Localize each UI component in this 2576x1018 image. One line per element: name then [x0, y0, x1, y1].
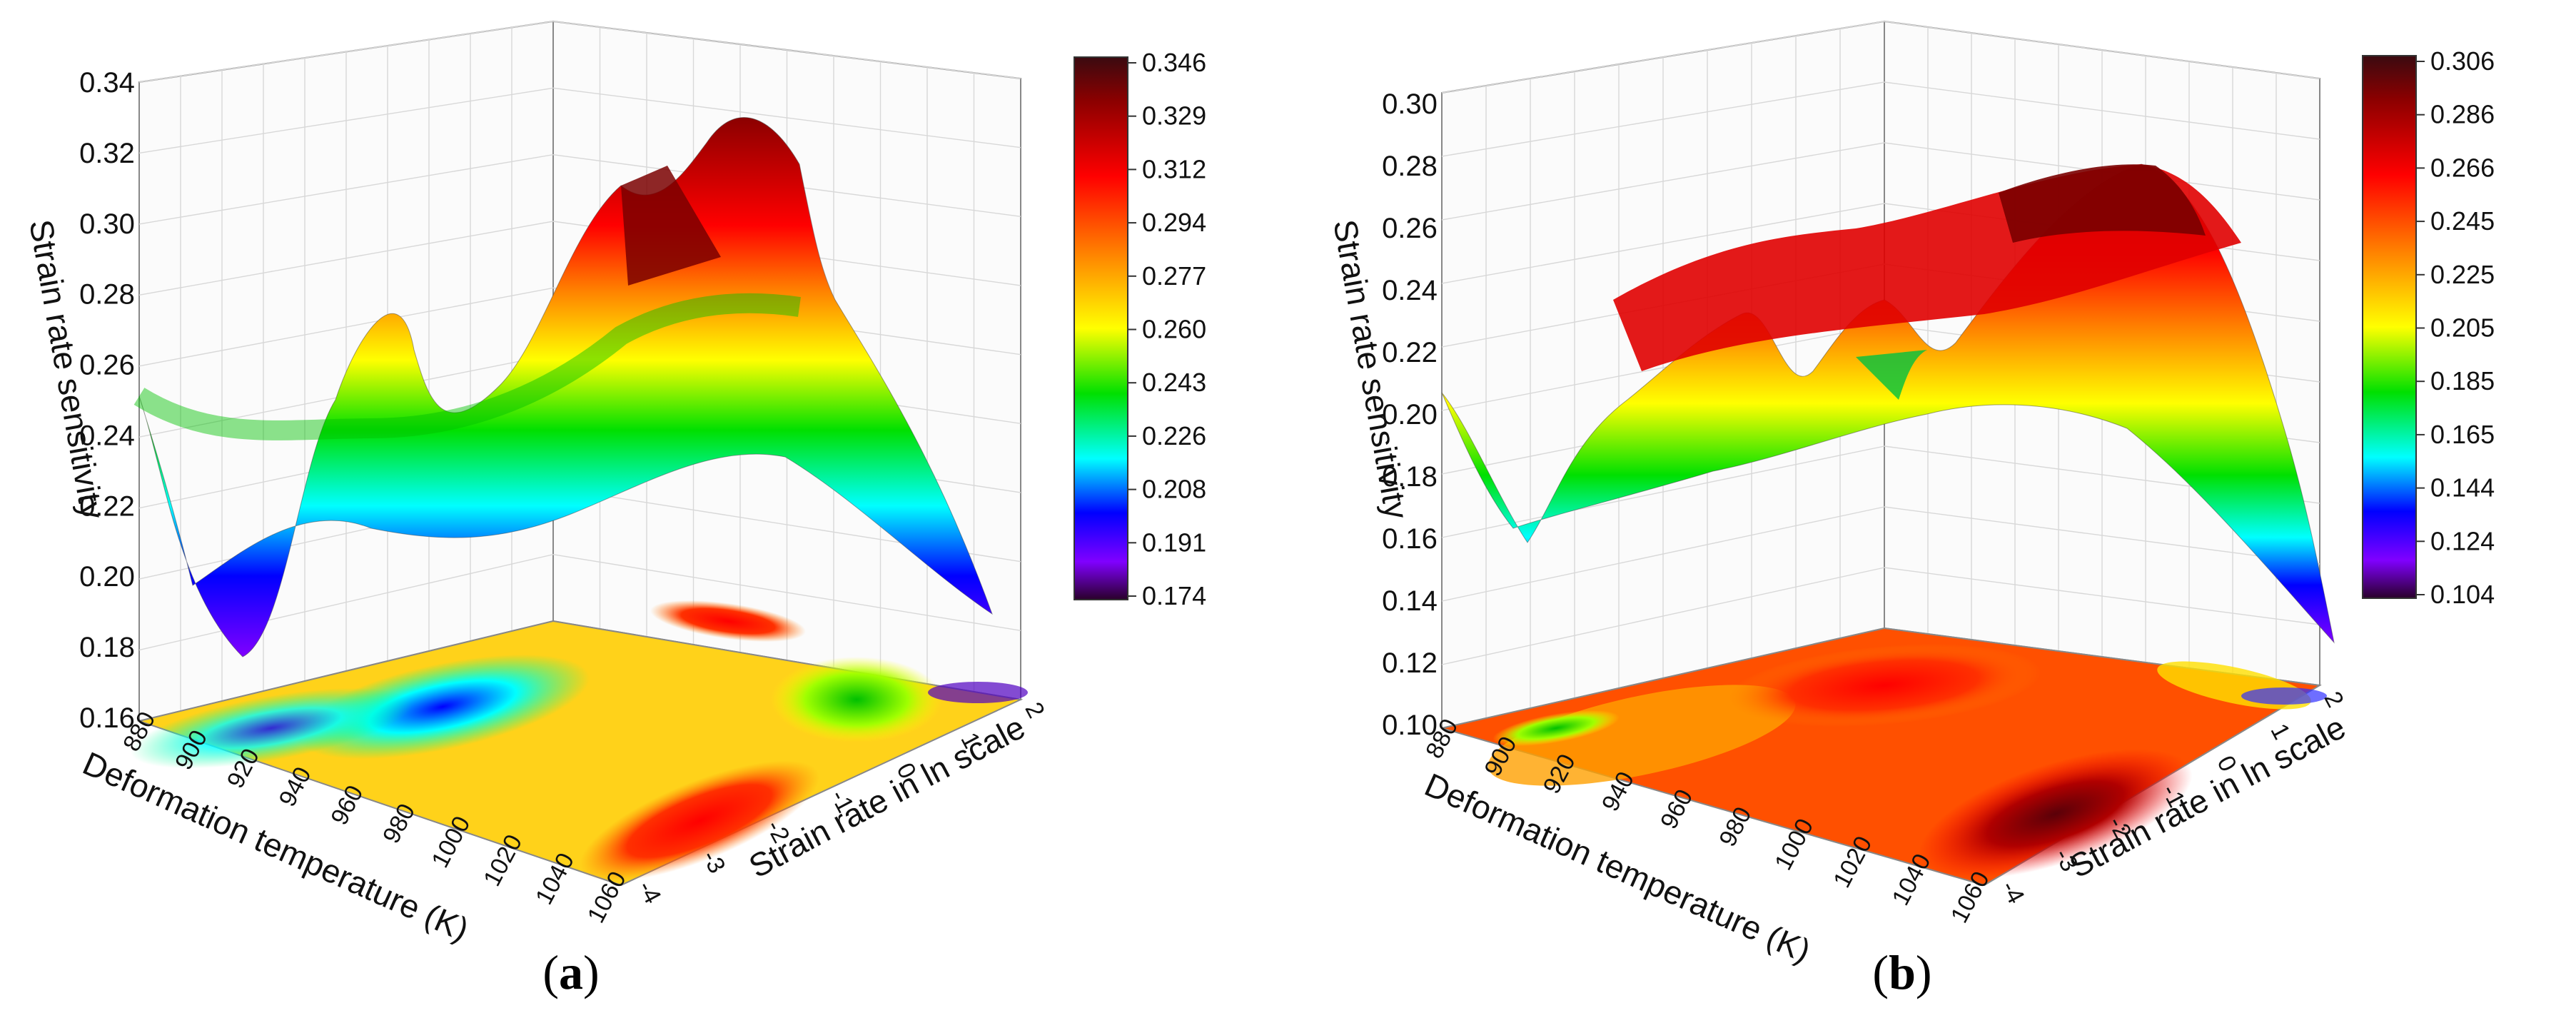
z-tick-label: 0.14 — [1382, 585, 1438, 617]
z-tick-label: 0.22 — [79, 490, 135, 522]
colorbar-ticks: 0.306 0.286 0.266 0.245 0.225 0.205 0.185 0.165… — [2416, 46, 2495, 609]
z-tick-label: 0.26 — [1382, 213, 1438, 244]
chart-panel-a: 0.16 0.18 0.20 0.22 0.24 0.26 0.28 0.30 0.32 0.34… — [22, 20, 1206, 999]
x-tick-label: 1040 — [530, 849, 580, 909]
colorbar-tick-label: 0.312 — [1142, 154, 1206, 183]
z-tick-label: 0.34 — [79, 67, 135, 99]
z-tick-label: 0.24 — [79, 420, 135, 451]
floor-blue-region — [2241, 687, 2327, 705]
colorbar-tick-label: 0.185 — [2430, 366, 2495, 395]
z-tick-label: 0.18 — [79, 632, 135, 663]
floor-orange-region — [1487, 685, 1796, 786]
colorbar-tick-label: 0.266 — [2430, 153, 2495, 182]
chart-panel-b: 0.10 0.12 0.14 0.16 0.18 0.20 0.22 0.24 0.26 0.28… — [1326, 20, 2495, 999]
panel-label-b: (b) — [1872, 945, 1931, 999]
colorbar-tick-label: 0.306 — [2430, 46, 2495, 76]
z-tick-label: 0.20 — [1382, 399, 1438, 430]
colorbar-tick-label: 0.174 — [1142, 581, 1206, 610]
z-tick-label: 0.26 — [79, 350, 135, 381]
surface-a-ridge — [133, 293, 801, 440]
colorbar-tick-label: 0.208 — [1142, 475, 1206, 504]
colorbar-tick-label: 0.226 — [1142, 421, 1206, 450]
z-tick-label: 0.30 — [79, 208, 135, 240]
y-tick-label: 2 — [1019, 698, 1049, 723]
z-tick-label: 0.28 — [1382, 151, 1438, 182]
colorbar-tick-label: 0.225 — [2430, 260, 2495, 289]
colorbar-tick-label: 0.329 — [1142, 101, 1206, 131]
colorbar-tick-label: 0.124 — [2430, 526, 2495, 555]
z-axis-label: Strain rate sensitivity — [1326, 217, 1415, 522]
floor-darkred-region — [1919, 749, 2193, 879]
floor-cyan-region — [130, 687, 413, 769]
colorbar-tick-label: 0.205 — [2430, 313, 2495, 343]
surface-a — [138, 116, 993, 657]
colorbar-tick-label: 0.165 — [2430, 420, 2495, 449]
surface-b-peak — [1999, 164, 2206, 243]
panel-label-a: (a) — [542, 945, 599, 999]
y-tick-label: -4 — [632, 877, 667, 909]
colorbar-tick-label: 0.243 — [1142, 368, 1206, 397]
colorbar-tick-label: 0.245 — [2430, 206, 2495, 236]
y-tick-label: -4 — [1996, 877, 2030, 909]
colorbar-tick-label: 0.346 — [1142, 48, 1206, 77]
floor-green-region — [1492, 710, 1620, 747]
floor-green-region — [771, 657, 942, 742]
colorbar-tick-label: 0.260 — [1142, 315, 1206, 344]
floor-red-region — [579, 760, 820, 882]
surface-a-peak — [621, 166, 721, 286]
floor-red-region-2 — [650, 600, 806, 642]
z-axis-ticks: 0.10 0.12 0.14 0.16 0.18 0.20 0.22 0.24 0.26 0.28… — [1382, 89, 1438, 741]
z-tick-label: 0.22 — [1382, 337, 1438, 368]
floor-red-region — [1727, 643, 2041, 727]
z-tick-label: 0.16 — [1382, 523, 1438, 555]
colorbar-tick-label: 0.277 — [1142, 261, 1206, 291]
colorbar-tick-label: 0.286 — [2430, 100, 2495, 129]
colorbar-ticks: 0.346 0.329 0.312 0.294 0.277 0.260 0.243 0.226… — [1128, 48, 1206, 610]
z-tick-label: 0.32 — [79, 138, 135, 169]
z-tick-label: 0.28 — [79, 279, 135, 311]
colorbar — [2362, 55, 2417, 599]
z-axis-ticks: 0.16 0.18 0.20 0.22 0.24 0.26 0.28 0.30 0.32 0.34 — [79, 67, 135, 734]
floor-purple-region — [928, 682, 1028, 703]
z-tick-label: 0.12 — [1382, 647, 1438, 679]
colorbar-tick-label: 0.191 — [1142, 528, 1206, 557]
z-tick-label: 0.20 — [79, 561, 135, 593]
surface-b-dip — [1856, 350, 1927, 400]
colorbar — [1074, 56, 1128, 600]
z-tick-label: 0.16 — [79, 702, 135, 734]
colorbar-tick-label: 0.144 — [2430, 473, 2495, 503]
colorbar-tick-label: 0.104 — [2430, 580, 2495, 609]
z-tick-label: 0.24 — [1382, 275, 1438, 306]
colorbar-tick-label: 0.294 — [1142, 208, 1206, 237]
z-tick-label: 0.30 — [1382, 89, 1438, 120]
z-tick-label: 0.10 — [1382, 710, 1438, 741]
z-tick-label: 0.18 — [1382, 461, 1438, 493]
